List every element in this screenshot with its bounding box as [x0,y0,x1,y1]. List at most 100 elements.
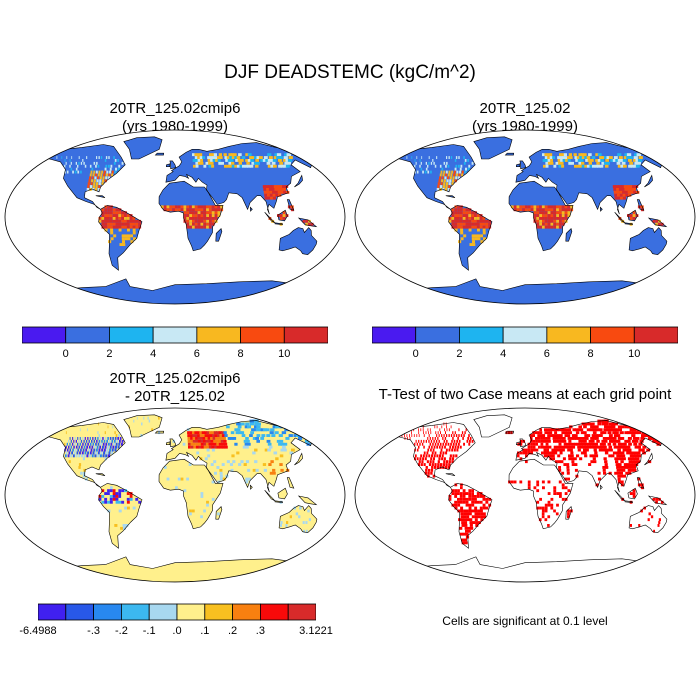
land-au [279,227,317,255]
colorbar-case2 [372,326,678,344]
colorbar-box [633,326,678,344]
land-ie [166,441,170,445]
coastline-ng [297,495,318,506]
coastline-sm [614,211,626,224]
colorbar-box [38,603,67,621]
coastline-cu [95,195,106,198]
coastline-jp [294,174,303,188]
grid-cells-case2 [391,153,664,246]
panel-title-ttest: T-Test of two Case means at each grid po… [350,386,700,404]
coastline-is [504,430,515,434]
colorbar-label: .0 [172,625,182,637]
colorbar-label: -.2 [114,625,128,637]
land-gr [473,136,513,159]
coastline-cu [445,195,456,198]
colorbar-label: 3.1221 [299,625,333,637]
coastline-na [37,144,126,210]
coastline-na [387,144,476,210]
colorbar-box [109,326,154,344]
colorbar-box [65,603,94,621]
map-border-case1 [4,129,346,305]
land-mg [215,228,222,242]
colorbar-label: 2 [456,348,463,360]
panel-title-ttest-line1: T-Test of two Case means at each grid po… [378,386,672,403]
panel-title-diff-line2: - 20TR_125.02 [124,388,226,405]
coastline-ph [636,199,645,211]
land-ng [298,496,317,505]
colorbar-box [152,326,198,344]
land-ie [166,163,170,167]
colorbar-box [415,326,460,344]
map-panel-diff [4,407,346,583]
grid-cells-case1 [41,153,314,246]
colorbar-label: 4 [500,348,507,360]
coastline-gr [123,136,163,160]
map-border-diff [4,407,346,583]
coastline-sa [448,205,493,271]
coastline-ie [515,441,521,445]
coastline-is [154,152,165,156]
coastline-sr [599,206,603,212]
colorbar-label: 8 [587,348,594,360]
coastline-jv [274,500,283,504]
coastline-jp [644,452,653,466]
panel-title-case1-line1: 20TR_125.02cmip6 [109,100,241,117]
significance-note: Cells are significant at 0.1 level [442,614,608,628]
colorbar-label: 10 [278,348,291,360]
colorbar-label: -.3 [87,625,101,637]
colorbar-box [176,603,206,621]
land-is [155,153,164,156]
coastline-mg [565,506,573,520]
colorbar-label: .2 [228,625,238,637]
land-af [159,459,223,529]
coastline-jv [624,222,633,226]
colorbar-box [232,603,261,621]
coastline-sm [614,489,626,502]
coastline-eu [165,142,325,215]
colorbar-box [65,326,110,344]
coastline-sr [599,484,603,490]
coastline-uk [519,160,527,170]
colorbar-box [22,326,67,344]
coastline-ph [636,477,645,489]
coastline-mg [565,228,573,242]
colorbar-box [121,603,150,621]
coastline-na [37,422,126,488]
coastline-ng [647,495,668,506]
colorbar-box [93,603,122,621]
coastline-uk [519,438,527,448]
coastline-uk [169,160,177,170]
coastline-ph [286,477,295,489]
figure-title: DJF DEADSTEMC (kgC/m^2) [224,62,476,83]
coastline-ng [647,217,668,228]
colorbar-box [502,326,548,344]
colorbar-box [287,603,316,621]
land-sr [250,485,253,490]
land-na [387,144,476,210]
coastline-au [278,227,318,256]
colorbar-box [283,326,328,344]
coastline-mg [215,228,223,242]
colorbar-label: 0 [412,348,419,360]
coastline-jv [274,222,283,226]
coastline-ie [165,163,171,167]
coastline-jp [294,452,303,466]
map-panel-case2 [354,129,696,305]
colorbar-label: 6 [193,348,200,360]
coastline-mg [215,506,223,520]
coastline-eu [515,420,675,493]
coastline-af [158,458,224,530]
land-uk [169,160,176,169]
colorbar-box [259,603,289,621]
colorbar-label: 4 [150,348,157,360]
coastline-gr [123,414,163,438]
colorbar-label: -6.4988 [19,625,57,637]
colorbar-box [204,603,234,621]
colorbar-box [240,326,285,344]
panel-title-diff: 20TR_125.02cmip6 - 20TR_125.02 [0,370,350,406]
panel-title-diff-line1: 20TR_125.02cmip6 [109,370,241,387]
coastline-ie [515,163,521,167]
coastline-af [508,180,574,252]
coastline-sr [249,206,253,212]
colorbar-case1 [22,326,328,344]
